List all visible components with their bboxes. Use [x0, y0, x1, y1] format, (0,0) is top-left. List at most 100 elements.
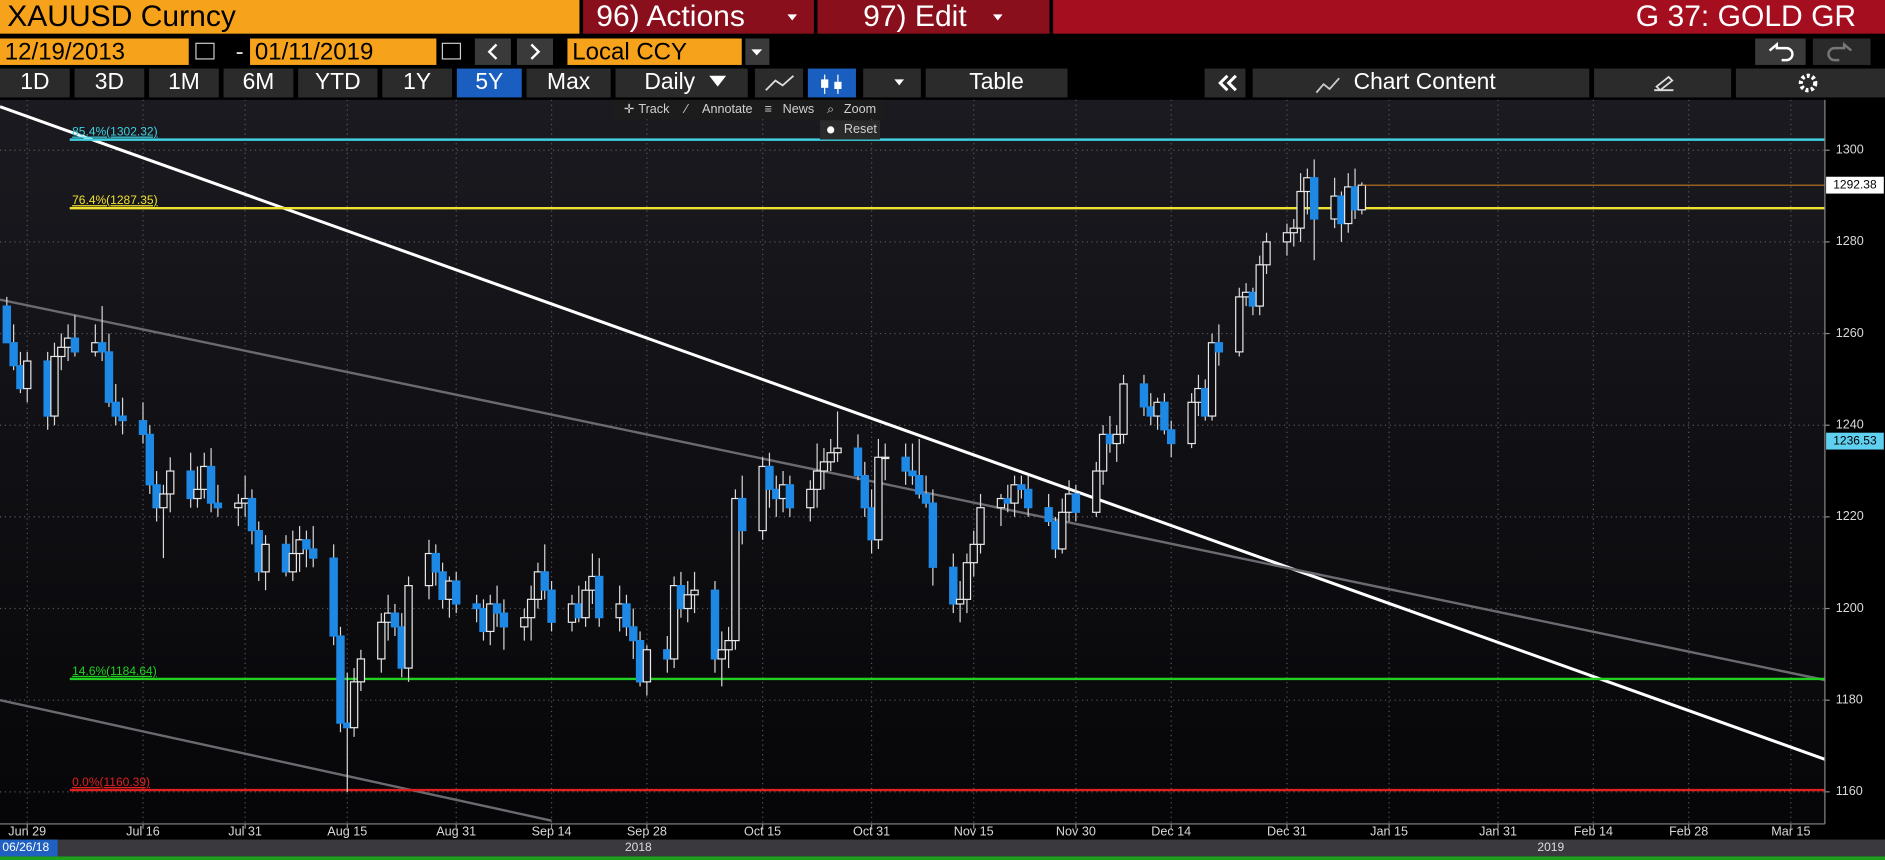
- timeline-year: 2019: [1537, 840, 1564, 854]
- tool[interactable]: Annotate: [702, 102, 752, 116]
- settings-button[interactable]: [1735, 68, 1885, 98]
- calendar-icon[interactable]: [441, 42, 462, 60]
- security-box[interactable]: [0, 0, 580, 34]
- candle-body: [1187, 401, 1196, 445]
- chart-content: Chart Content: [1354, 68, 1497, 94]
- candle-body: [97, 342, 107, 353]
- period-tab[interactable]: [382, 68, 453, 98]
- candle-body: [1092, 470, 1101, 513]
- candle-body: [193, 488, 202, 500]
- candle-body: [1248, 291, 1258, 307]
- candle-body: [111, 401, 120, 417]
- candle-body: [772, 488, 781, 500]
- edit-button[interactable]: [1594, 68, 1732, 98]
- period-tab[interactable]: [298, 68, 378, 98]
- candle-body: [812, 470, 822, 490]
- redo-icon: [1827, 41, 1853, 62]
- period-tab[interactable]: [526, 68, 611, 98]
- next-button[interactable]: [516, 38, 553, 65]
- line-icon: [765, 75, 795, 91]
- candle-body: [1262, 241, 1271, 266]
- table-button[interactable]: [925, 68, 1068, 98]
- y-tick-label: 1180: [1836, 693, 1863, 707]
- candle-body: [867, 507, 876, 541]
- candle-body: [1235, 296, 1244, 353]
- candle-body: [1010, 484, 1019, 504]
- candle-body: [976, 507, 985, 545]
- candle-body: [710, 589, 720, 660]
- candle-body: [1309, 177, 1319, 220]
- frequency-dropdown[interactable]: [615, 68, 748, 98]
- candle-body: [1146, 406, 1155, 417]
- candle-body: [1344, 186, 1353, 225]
- candle-body: [479, 607, 488, 633]
- candle-body: [1098, 433, 1108, 472]
- period-tab-active[interactable]: [456, 68, 522, 98]
- candle-body: [1201, 387, 1210, 417]
- actions-menu[interactable]: [583, 0, 814, 34]
- candle-body: [1214, 342, 1224, 353]
- candle-body: [1139, 383, 1149, 408]
- candle-body: [200, 465, 209, 490]
- candle-body: [1044, 507, 1053, 523]
- collapse-button[interactable]: [1204, 68, 1246, 98]
- x-tick-label: Jan 15: [1370, 825, 1408, 839]
- currency-box[interactable]: [567, 38, 742, 65]
- fib-label: 85.4%(1302.32): [72, 125, 157, 139]
- table: Table: [969, 68, 1024, 94]
- period-tab[interactable]: [223, 68, 294, 98]
- timeline-bar[interactable]: [0, 839, 1885, 857]
- undo-button[interactable]: [1755, 38, 1806, 65]
- x-tick-label: Jul 31: [228, 825, 262, 839]
- edit-menu[interactable]: [817, 0, 1050, 34]
- candle-chart-button[interactable]: [807, 68, 856, 98]
- calendar-icon[interactable]: [195, 42, 215, 60]
- reset-icon: [827, 126, 835, 134]
- candle-body: [526, 598, 536, 619]
- candle-body: [43, 360, 52, 417]
- tool[interactable]: Track: [638, 102, 670, 116]
- dash: -: [236, 38, 244, 65]
- candle-body: [356, 658, 366, 683]
- candle-body: [826, 452, 835, 463]
- chart-type-dropdown[interactable]: [863, 68, 921, 98]
- candle-body: [833, 447, 842, 454]
- toolbar: [613, 99, 884, 120]
- chart-content-button[interactable]: [1252, 68, 1590, 98]
- news-icon: ≡: [765, 102, 772, 116]
- prev-button[interactable]: [474, 38, 511, 65]
- end-date-box[interactable]: [250, 38, 437, 65]
- candle-body: [16, 365, 25, 390]
- candle-body: [901, 456, 910, 472]
- candle-body: [234, 502, 243, 509]
- function-bar: [1053, 0, 1885, 34]
- redo-button[interactable]: [1812, 38, 1871, 65]
- candle-body: [472, 603, 481, 610]
- candle-body: [9, 342, 18, 367]
- x-tick-label: Nov 15: [954, 825, 994, 839]
- candle-body: [1160, 401, 1169, 431]
- end-date: 01/11/2019: [255, 38, 373, 65]
- candle-body: [152, 484, 161, 509]
- candle-body: [581, 589, 590, 619]
- x-tick-label: Mar 15: [1771, 825, 1810, 839]
- tool[interactable]: News: [783, 102, 815, 116]
- period-tab[interactable]: [74, 68, 145, 98]
- period: 6M: [243, 68, 275, 94]
- function: G 37: GOLD GR: [1636, 0, 1856, 33]
- candle-body: [57, 346, 66, 358]
- start-date-box[interactable]: [0, 38, 189, 65]
- candle-body: [928, 502, 938, 568]
- candle-body: [486, 603, 495, 633]
- price-label-box: [1826, 432, 1884, 450]
- reset-button[interactable]: [819, 120, 880, 140]
- tool[interactable]: Zoom: [844, 102, 876, 116]
- period-tab[interactable]: [149, 68, 219, 98]
- candle-body: [377, 621, 386, 660]
- x-tick-label: Dec 14: [1151, 825, 1191, 839]
- candle-body: [547, 589, 556, 623]
- candle-body: [431, 552, 441, 573]
- period-tab[interactable]: [0, 68, 70, 98]
